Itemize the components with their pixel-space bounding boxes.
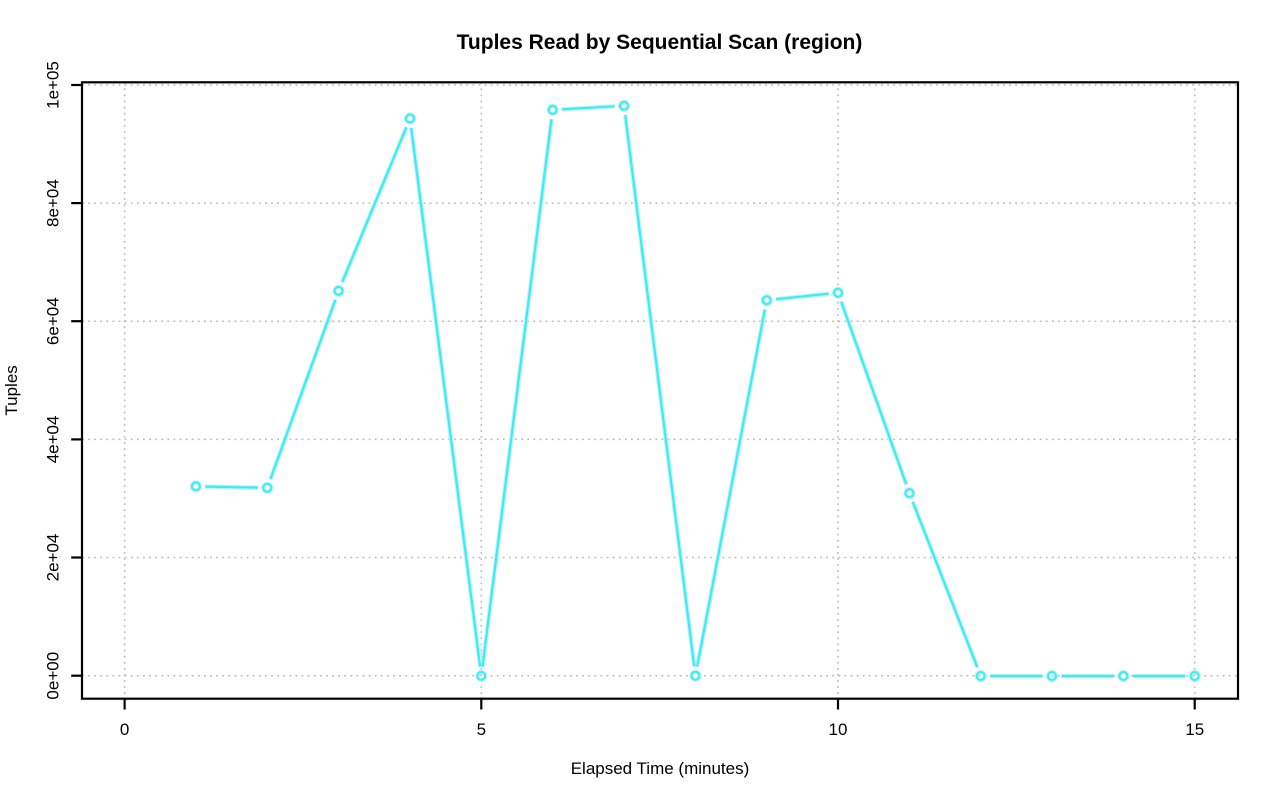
svg-text:0e+00: 0e+00 [44, 652, 63, 700]
svg-text:4e+04: 4e+04 [44, 416, 63, 464]
svg-text:6e+04: 6e+04 [44, 297, 63, 345]
svg-text:Elapsed Time (minutes): Elapsed Time (minutes) [571, 759, 750, 778]
svg-text:1e+05: 1e+05 [44, 61, 63, 109]
svg-text:8e+04: 8e+04 [44, 179, 63, 227]
svg-text:5: 5 [477, 720, 486, 739]
svg-text:2e+04: 2e+04 [44, 534, 63, 582]
svg-text:0: 0 [120, 720, 129, 739]
svg-text:Tuples Read by Sequential Scan: Tuples Read by Sequential Scan (region) [457, 31, 863, 54]
svg-text:15: 15 [1185, 720, 1204, 739]
svg-text:Tuples: Tuples [2, 365, 21, 415]
svg-text:10: 10 [829, 720, 848, 739]
